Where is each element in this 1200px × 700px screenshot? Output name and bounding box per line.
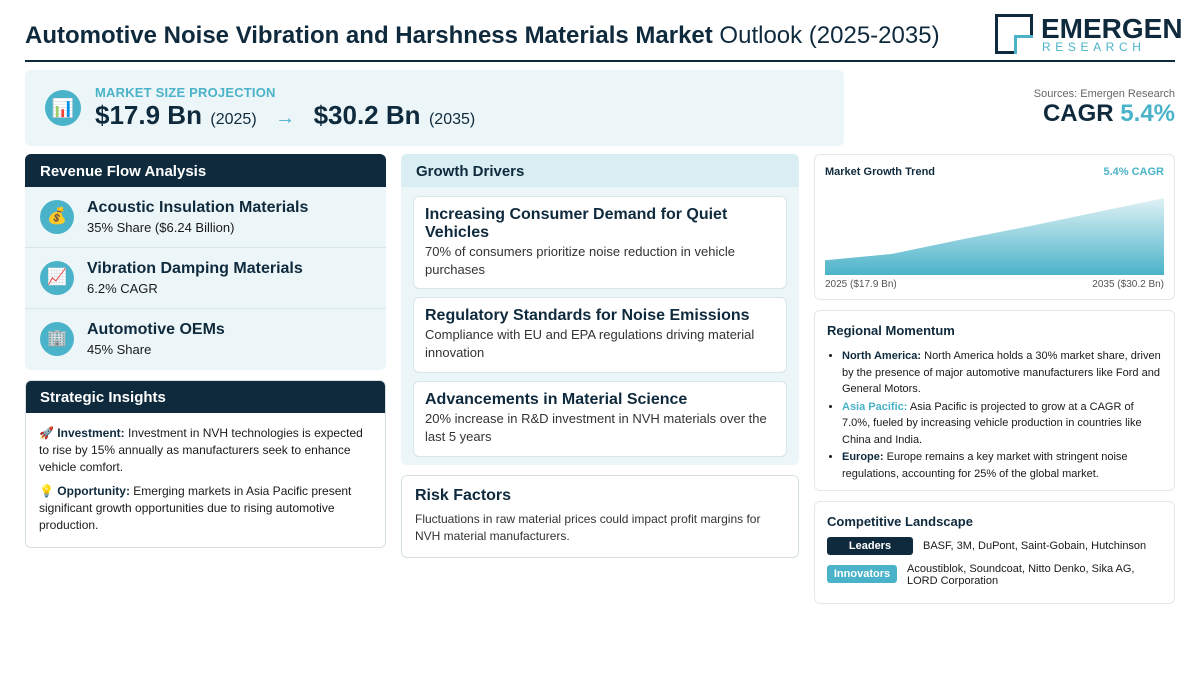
logo-subtitle: RESEARCH	[1042, 40, 1146, 54]
risk-factors-title: Risk Factors	[415, 487, 512, 504]
driver-title: Regulatory Standards for Noise Emissions	[425, 307, 750, 324]
revenue-item: 📈 Vibration Damping Materials 6.2% CAGR	[25, 248, 386, 309]
cagr-headline: CAGR 5.4%	[1043, 100, 1175, 128]
revenue-flow-card: Revenue Flow Analysis 💰 Acoustic Insulat…	[25, 154, 386, 370]
revenue-flow-title: Revenue Flow Analysis	[25, 154, 386, 187]
trend-start-label: 2025 ($17.9 Bn)	[825, 279, 897, 290]
region-text: North America holds a 30% market share, …	[842, 350, 1161, 395]
regional-list: North America: North America holds a 30%…	[827, 348, 1162, 482]
innovators-list: Acoustiblok, Soundcoat, Nitto Denko, Sik…	[907, 563, 1135, 587]
strategic-insights-title: Strategic Insights	[26, 381, 385, 413]
driver-desc: Compliance with EU and EPA regulations d…	[425, 327, 755, 360]
bar-chart-icon: 📊	[45, 90, 81, 126]
building-icon: 🏢	[40, 322, 74, 356]
trend-area-series	[825, 198, 1164, 275]
region-name: Europe:	[842, 451, 884, 463]
strategic-insights-card: Strategic Insights 🚀 Investment: Investm…	[25, 380, 386, 548]
region-name: North America:	[842, 350, 922, 362]
competitive-landscape-card: Competitive Landscape Leaders BASF, 3M, …	[814, 501, 1175, 604]
region-name: Asia Pacific:	[842, 400, 908, 413]
page-title-main: Automotive Noise Vibration and Harshness…	[25, 22, 713, 49]
projection-start-value: $17.9 Bn	[95, 100, 202, 130]
growth-drivers-card: Growth Drivers Increasing Consumer Deman…	[401, 154, 799, 465]
region-item-north-america: North America: North America holds a 30%…	[842, 348, 1162, 398]
insight-opportunity: 💡 Opportunity: Emerging markets in Asia …	[39, 483, 372, 534]
projection-label: MARKET SIZE PROJECTION	[95, 85, 276, 100]
leaders-badge: Leaders	[827, 537, 913, 555]
driver-desc: 70% of consumers prioritize noise reduct…	[425, 244, 735, 277]
insight-text: Investment in NVH technologies is expect…	[39, 426, 363, 474]
driver-desc: 20% increase in R&D investment in NVH ma…	[425, 411, 767, 444]
trend-up-icon: 📈	[40, 261, 74, 295]
trend-end-label: 2035 ($30.2 Bn)	[1092, 279, 1164, 290]
market-growth-trend-card: Market Growth Trend 5.4% CAGR 2025 ($17.…	[814, 154, 1175, 300]
driver-item: Regulatory Standards for Noise Emissions…	[413, 297, 787, 373]
revenue-item-sub: 6.2% CAGR	[87, 281, 158, 296]
page-title-period: Outlook (2025-2035)	[719, 22, 940, 49]
region-item-europe: Europe: Europe remains a key market with…	[842, 449, 1162, 482]
driver-item: Advancements in Material Science 20% inc…	[413, 381, 787, 457]
region-text: Asia Pacific is projected to grow at a C…	[842, 400, 1142, 446]
logo-mark-icon	[995, 14, 1033, 54]
leaders-row: Leaders BASF, 3M, DuPont, Saint-Gobain, …	[827, 537, 1162, 559]
driver-item: Increasing Consumer Demand for Quiet Veh…	[413, 196, 787, 289]
cagr-label: CAGR	[1042, 100, 1114, 127]
arrow-right-icon: →	[275, 107, 296, 129]
revenue-item: 🏢 Automotive OEMs 45% Share	[25, 309, 386, 370]
insight-text: Emerging markets in Asia Pacific present…	[39, 484, 352, 532]
projection-end-year: (2035)	[428, 111, 476, 128]
revenue-item-sub: 35% Share ($6.24 Billion)	[87, 220, 235, 235]
lightbulb-icon: 💡	[39, 484, 54, 498]
projection-values: $17.9 Bn (2025) → $30.2 Bn (2035)	[95, 100, 475, 131]
page-title: Automotive Noise Vibration and Harshness…	[25, 22, 940, 50]
projection-start-year: (2025)	[210, 111, 257, 128]
projection-end-value: $30.2 Bn	[313, 100, 421, 130]
revenue-item-sub: 45% Share	[87, 342, 152, 357]
trend-area-chart	[825, 198, 1164, 275]
risk-factors-desc: Fluctuations in raw material prices coul…	[415, 512, 761, 543]
trend-title: Market Growth Trend	[825, 166, 936, 178]
innovators-row: Innovators Acoustiblok, Soundcoat, Nitto…	[827, 563, 1162, 587]
money-bag-icon: 💰	[40, 200, 74, 234]
strategic-insights-body: 🚀 Investment: Investment in NVH technolo…	[26, 413, 385, 547]
growth-drivers-title: Growth Drivers	[401, 154, 799, 187]
page-header: Automotive Noise Vibration and Harshness…	[25, 12, 1183, 62]
cagr-value: 5.4%	[1120, 100, 1175, 127]
region-item-asia-pacific: Asia Pacific: Asia Pacific is projected …	[842, 399, 1162, 449]
leaders-list: BASF, 3M, DuPont, Saint-Gobain, Hutchins…	[923, 540, 1147, 552]
revenue-item: 💰 Acoustic Insulation Materials 35% Shar…	[25, 187, 386, 248]
sources-note: Sources: Emergen Research	[1033, 88, 1175, 100]
regional-momentum-title: Regional Momentum	[827, 323, 955, 338]
innovators-badge: Innovators	[827, 565, 897, 583]
region-text: Europe remains a key market with stringe…	[842, 451, 1128, 480]
risk-factors-card: Risk Factors Fluctuations in raw materia…	[401, 475, 799, 558]
rocket-icon: 🚀	[39, 426, 54, 440]
insight-label: Opportunity:	[57, 484, 130, 498]
logo-wordmark: EMERGEN	[1041, 13, 1183, 44]
competitive-landscape-title: Competitive Landscape	[827, 514, 973, 529]
revenue-item-title: Automotive OEMs	[87, 321, 225, 338]
emergen-logo: EMERGEN RESEARCH	[995, 14, 1183, 56]
market-size-projection: 📊 MARKET SIZE PROJECTION $17.9 Bn (2025)…	[25, 70, 844, 146]
driver-title: Advancements in Material Science	[425, 391, 688, 408]
revenue-item-title: Acoustic Insulation Materials	[87, 199, 309, 216]
trend-cagr: 5.4% CAGR	[1103, 166, 1164, 178]
driver-title: Increasing Consumer Demand for Quiet Veh…	[425, 206, 728, 241]
regional-momentum-card: Regional Momentum North America: North A…	[814, 310, 1175, 491]
revenue-item-title: Vibration Damping Materials	[87, 260, 303, 277]
insight-investment: 🚀 Investment: Investment in NVH technolo…	[39, 425, 372, 476]
insight-label: Investment:	[57, 426, 125, 440]
